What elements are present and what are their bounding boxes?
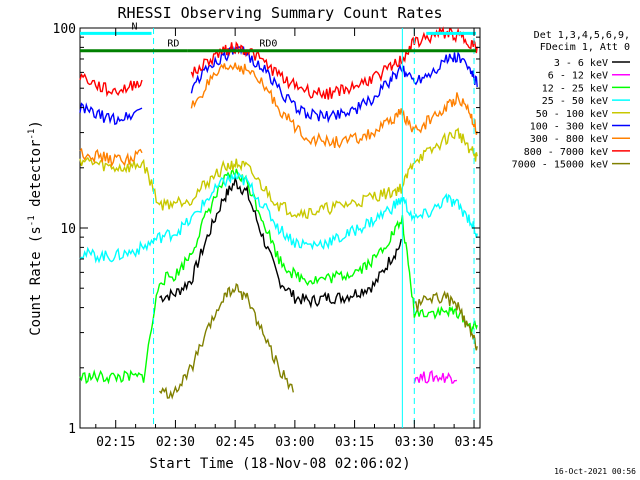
series-line-6: [79, 102, 143, 126]
legend-label-3: 12 - 25 keV: [542, 83, 608, 94]
series-line-5: [79, 127, 478, 220]
y-axis-label-mid: detector: [28, 140, 44, 216]
series-line-9: [158, 283, 294, 400]
x-axis-label: Start Time (18-Nov-08 02:06:02): [149, 456, 410, 472]
legend-label-7: 300 - 800 keV: [530, 134, 608, 145]
series-line-9-part-2: [414, 290, 478, 351]
series-line-7: [79, 147, 143, 168]
y-tick-label-3: 100: [53, 22, 76, 37]
y-tick-label-1: 1: [68, 422, 76, 437]
x-tick-label-3: 02:45: [216, 435, 255, 450]
x-tick-label-6: 03:30: [395, 435, 434, 450]
series-line-4: [79, 171, 478, 264]
flag-label-2: RD: [167, 39, 179, 50]
series-layer: [79, 26, 478, 400]
series-line-1: [159, 176, 402, 309]
legend-label-4: 25 - 50 keV: [542, 96, 608, 107]
x-tick-label-2: 02:30: [156, 435, 195, 450]
timestamp: 16-Oct-2021 00:56: [554, 467, 636, 476]
flag-label-3: RD0: [259, 39, 277, 50]
series-line-8: [79, 72, 143, 98]
legend-label-2: 6 - 12 keV: [548, 71, 608, 82]
y-axis-label: Count Rate (s-1 detector-1): [27, 120, 44, 336]
series-line-6-part-2: [190, 45, 478, 124]
y-axis-label-end: ): [28, 120, 44, 128]
x-tick-label-1: 02:15: [96, 435, 135, 450]
legend-header-2: FDecim 1, Att 0: [540, 42, 630, 53]
legend-label-9: 7000 - 15000 keV: [512, 160, 608, 171]
axis-layer: 02:15 02:30 02:45 03:00 03:15 03:30 03:45 1 10 10…: [53, 22, 494, 450]
legend-label-8: 800 - 7000 keV: [524, 147, 608, 158]
y-axis-label-sup1: -1: [27, 215, 37, 226]
series-line-2: [413, 370, 458, 384]
series-line-3: [79, 168, 478, 385]
legend-label-1: 3 - 6 keV: [554, 58, 608, 69]
series-line-7-part-2: [190, 62, 478, 149]
x-tick-label-4: 03:00: [275, 435, 314, 450]
x-tick-label-7: 03:45: [454, 435, 493, 450]
y-axis-label-main: Count Rate (s: [28, 226, 44, 336]
legend: Det 1,3,4,5,6,9,FDecim 1, Att 0 3 - 6 keV…: [512, 30, 630, 171]
annotation-layer: N RD RD0: [80, 21, 477, 428]
chart-title: RHESSI Observing Summary Count Rates: [117, 4, 442, 22]
legend-header-1: Det 1,3,4,5,6,9,: [534, 30, 630, 41]
legend-label-5: 50 - 100 keV: [536, 109, 608, 120]
legend-label-6: 100 - 300 keV: [530, 122, 608, 133]
x-tick-label-5: 03:15: [335, 435, 374, 450]
flag-label-1: N: [132, 21, 138, 32]
y-tick-label-2: 10: [60, 222, 76, 237]
y-axis-label-sup2: -1: [27, 129, 37, 140]
